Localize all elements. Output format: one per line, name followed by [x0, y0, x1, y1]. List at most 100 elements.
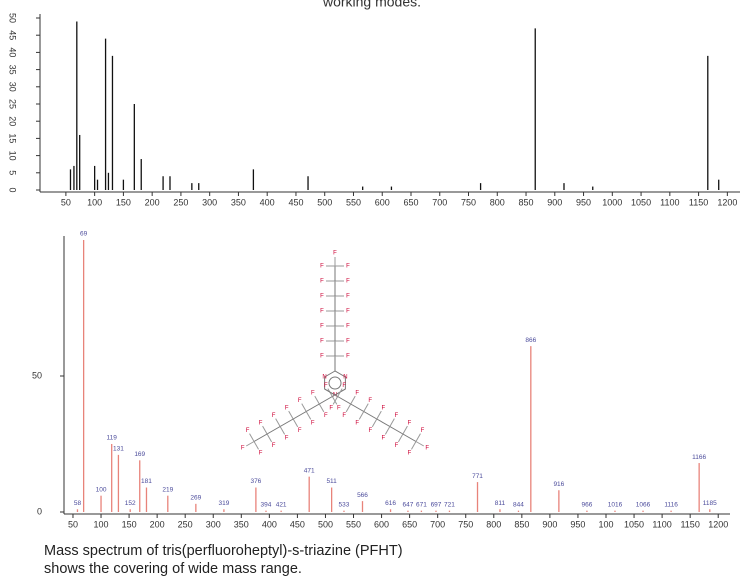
fluorine-label: F — [346, 324, 350, 330]
fluorine-label: F — [381, 405, 385, 411]
fluorine-label: F — [259, 420, 263, 426]
y-tick-label: 35 — [8, 65, 18, 75]
peak-label: 647 — [403, 501, 414, 508]
x-tick-label: 1200 — [708, 519, 728, 529]
y-tick-label: 50 — [8, 13, 18, 23]
peak-label: 1066 — [636, 501, 651, 508]
peak-label: 1016 — [608, 501, 623, 508]
fluorine-label: F — [311, 390, 315, 396]
bond — [245, 441, 255, 447]
fluorine-label: F — [346, 309, 350, 315]
x-tick-label: 550 — [346, 519, 361, 529]
x-tick-label: 300 — [206, 519, 221, 529]
chart: working modes. 50 100 150 200 250 300 350 400 45… — [8, 0, 740, 529]
bond — [319, 396, 333, 405]
peak-label: 219 — [162, 486, 173, 493]
fluorine-label: F — [346, 354, 350, 360]
bond — [275, 418, 281, 427]
caption: Mass spectrum of tris(perfluoroheptyl)-s… — [44, 543, 403, 559]
peak-label: 721 — [444, 501, 455, 508]
x-tick-label: 600 — [374, 519, 389, 529]
peak-label: 844 — [513, 501, 524, 508]
x-tick-label: 200 — [150, 519, 165, 529]
fluorine-label: F — [298, 428, 302, 434]
peak-label: 169 — [134, 451, 145, 458]
bond — [402, 433, 417, 442]
peak-label: 916 — [553, 481, 564, 488]
bond — [266, 433, 273, 443]
bond — [292, 418, 299, 428]
peak-label: 58 — [74, 500, 82, 507]
x-tick-label: 50 — [61, 197, 71, 207]
fluorine-label: F — [324, 383, 328, 389]
peak-label: 131 — [113, 446, 124, 453]
x-tick-label: 600 — [375, 197, 390, 207]
x-tick-label: 950 — [576, 197, 591, 207]
header-fragment: working modes. — [322, 0, 421, 10]
bond — [350, 395, 356, 405]
x-tick-label: 850 — [519, 197, 534, 207]
fluorine-label: F — [395, 443, 399, 449]
peak-label: 771 — [472, 473, 483, 480]
bond — [415, 441, 425, 447]
x-tick-label: 350 — [231, 197, 246, 207]
fluorine-label: F — [346, 279, 350, 285]
fluorine-label: F — [425, 446, 429, 452]
x-tick-label: 150 — [116, 197, 131, 207]
fluorine-label: F — [272, 443, 276, 449]
bond — [279, 426, 286, 435]
bond — [363, 411, 378, 420]
bond — [389, 418, 395, 427]
peak-label: 394 — [261, 501, 272, 508]
peak-label: 1116 — [664, 501, 678, 508]
bond — [376, 418, 391, 427]
x-tick-label: 1000 — [602, 197, 622, 207]
bond — [397, 433, 404, 443]
bond — [331, 396, 338, 405]
x-tick-label: 1100 — [660, 197, 679, 207]
x-tick-label: 1150 — [680, 519, 699, 529]
x-tick-label: 550 — [346, 197, 361, 207]
x-tick-label: 850 — [514, 519, 529, 529]
y-tick-label: 0 — [37, 506, 42, 516]
x-tick-label: 950 — [570, 519, 585, 529]
peak-label: 866 — [525, 337, 536, 344]
peak-label: 811 — [495, 500, 506, 507]
bond — [358, 411, 365, 420]
x-tick-label: 700 — [432, 197, 447, 207]
bond — [384, 426, 391, 435]
y-tick-label: 50 — [32, 370, 42, 380]
y-tick-label: 0 — [8, 187, 18, 192]
bond — [249, 433, 255, 442]
fluorine-label: F — [346, 264, 350, 270]
peak-label: 421 — [276, 501, 287, 508]
peak-label: 671 — [416, 501, 427, 508]
x-tick-label: 900 — [542, 519, 557, 529]
bond — [266, 426, 281, 435]
x-tick-label: 250 — [173, 197, 188, 207]
x-tick-label: 200 — [145, 197, 160, 207]
y-tick-label: 20 — [8, 116, 18, 126]
fluorine-label: F — [337, 405, 341, 411]
bond — [324, 388, 338, 397]
y-tick-label: 25 — [8, 99, 18, 109]
x-tick-label: 1050 — [624, 519, 644, 529]
x-tick-label: 50 — [68, 519, 78, 529]
fluorine-label: F — [320, 324, 324, 330]
y-tick-label: 40 — [8, 47, 18, 57]
bond — [332, 396, 339, 405]
bond — [376, 410, 382, 420]
ring-circle — [328, 376, 342, 390]
peak-label: 1185 — [703, 500, 717, 507]
fluorine-label: F — [320, 309, 324, 315]
fluorine-label: F — [285, 435, 289, 441]
fluorine-label: F — [395, 413, 399, 419]
fluorine-label: F — [342, 383, 346, 389]
nitrogen-label: N — [333, 393, 337, 399]
peak-label: 100 — [96, 486, 107, 493]
fluorine-label: F — [355, 390, 359, 396]
x-tick-label: 100 — [94, 519, 109, 529]
x-tick-label: 1150 — [689, 197, 708, 207]
x-tick-label: 650 — [402, 519, 417, 529]
fluorine-label: F — [324, 413, 328, 419]
